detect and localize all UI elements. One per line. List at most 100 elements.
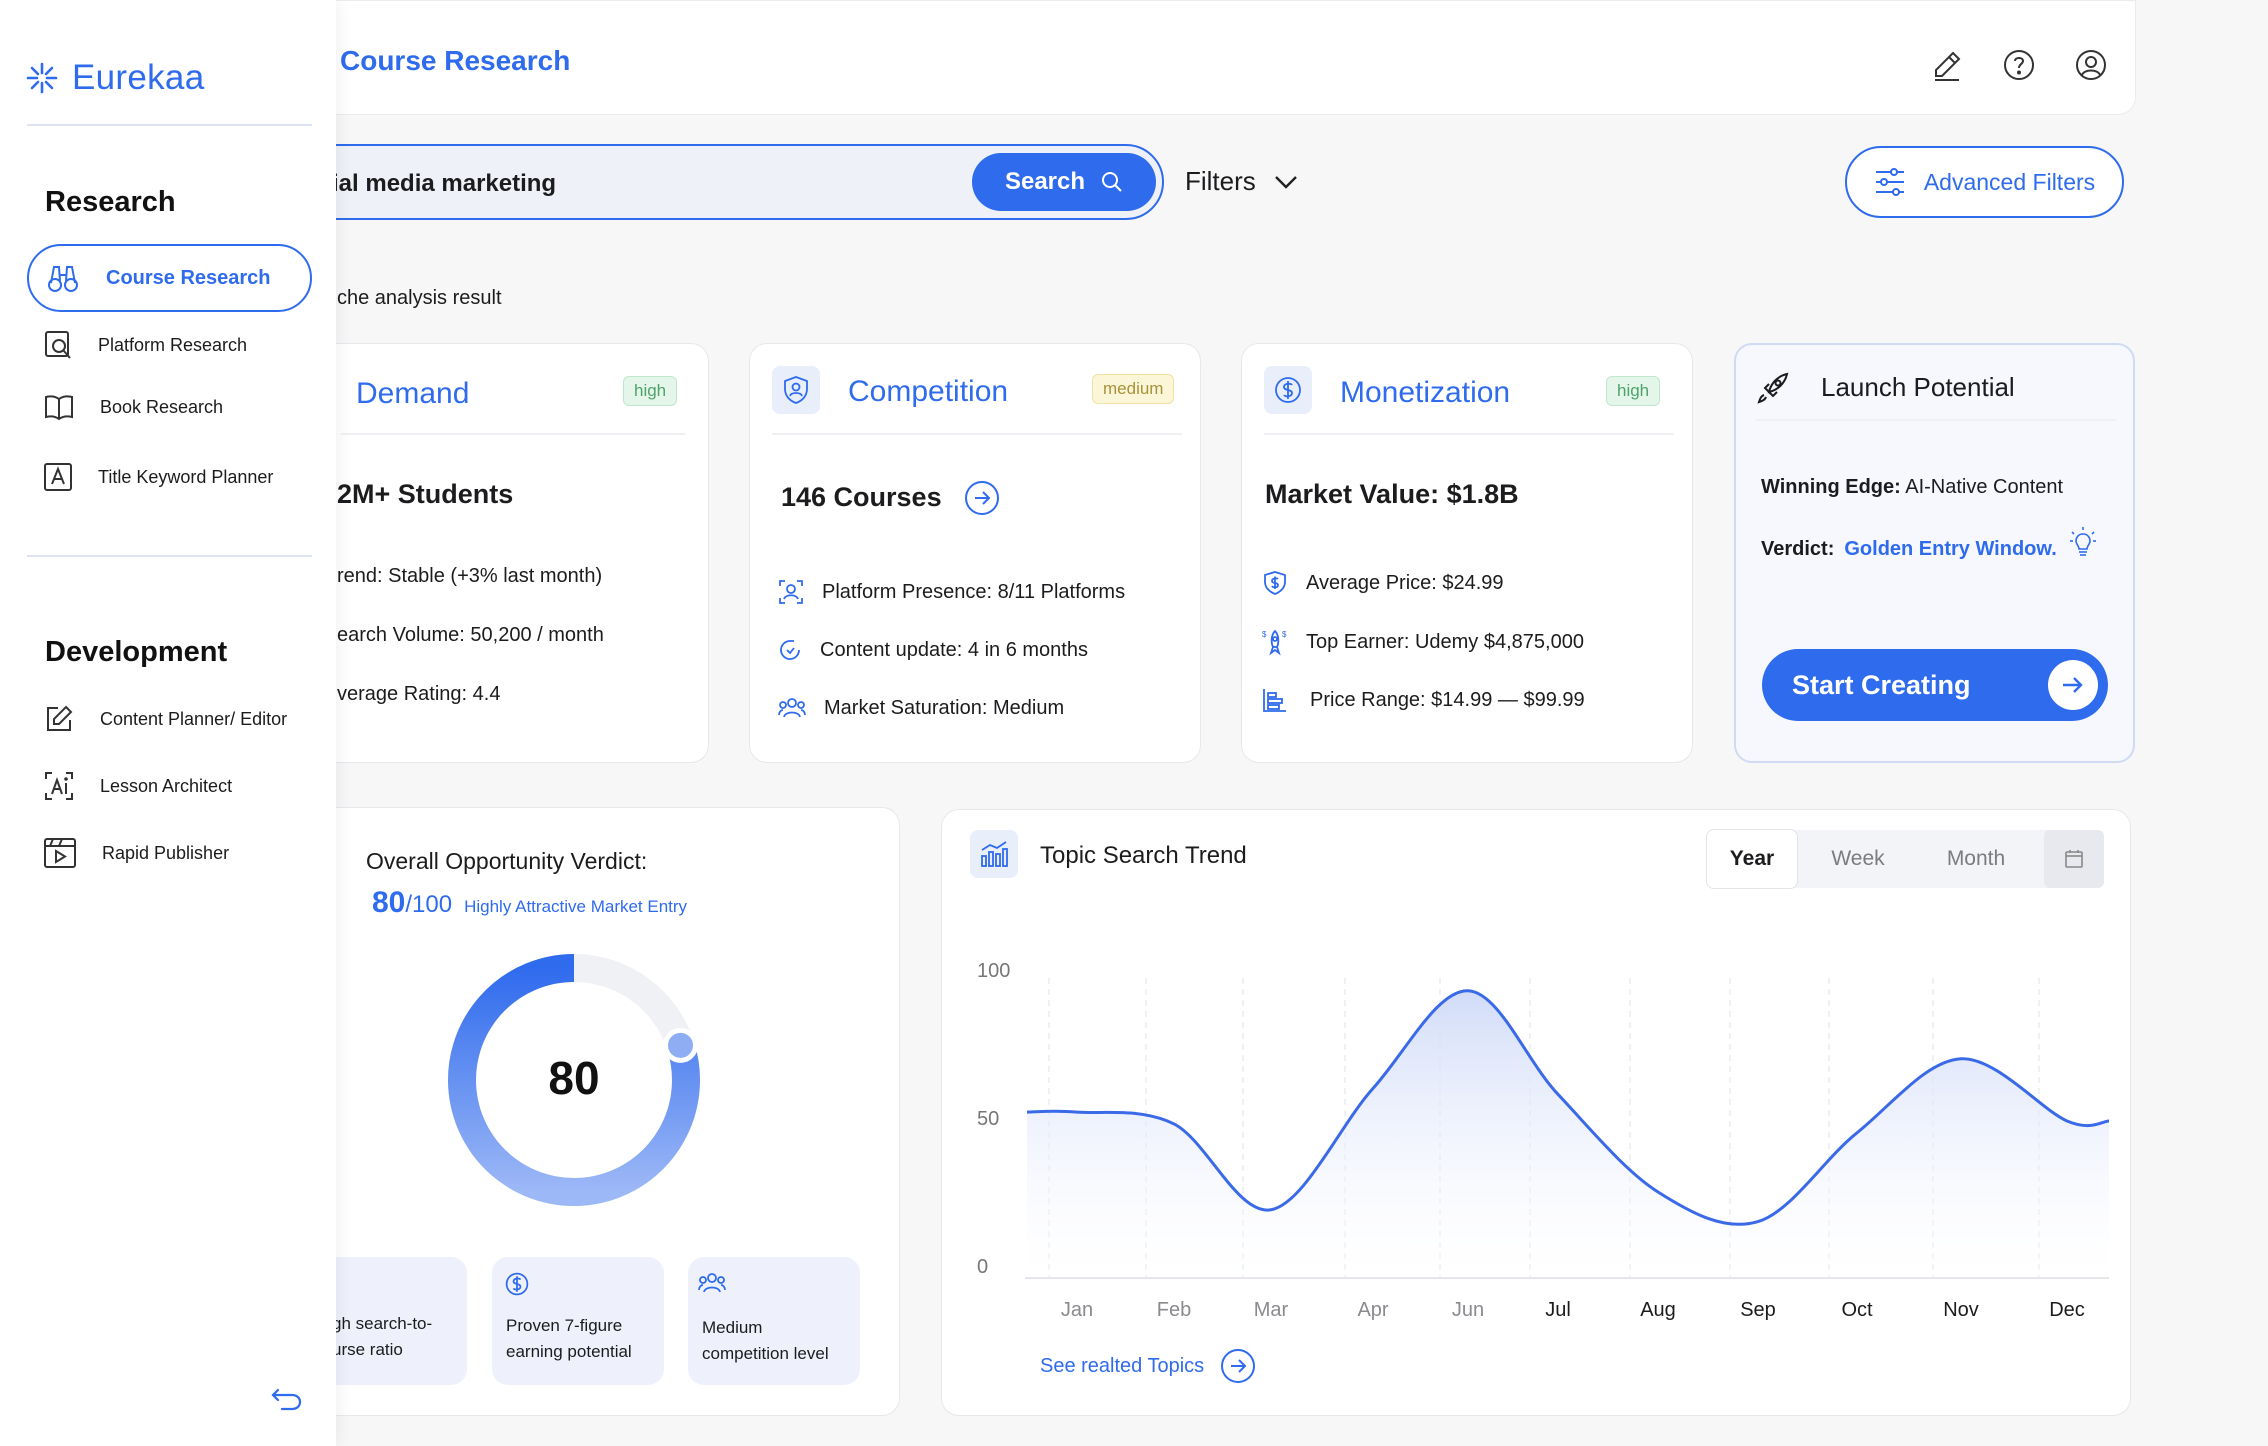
sidebar-item-label: Platform Research: [98, 334, 248, 355]
sidebar-item-label: Lesson Architect: [100, 775, 233, 796]
sidebar-divider: [27, 555, 312, 557]
shield-user-icon: [784, 376, 808, 404]
card-line: Market Saturation: Medium: [778, 696, 1064, 720]
launch-potential-card: Launch Potential Winning Edge: AI-Native…: [1734, 343, 2135, 763]
sidebar-item-label: Course Research: [106, 266, 271, 289]
mini-card-text: Proven 7-figure earning potential: [506, 1313, 632, 1364]
filters-dropdown[interactable]: Filters: [1185, 166, 1298, 197]
card-divider: [1756, 419, 2116, 421]
y-tick-label: 0: [977, 1256, 988, 1278]
card-main-value: 2M+ Students: [337, 479, 514, 509]
svg-text:$: $: [1262, 630, 1267, 639]
x-tick-label: Jan: [1061, 1299, 1093, 1320]
shield-dollar-icon: [1264, 571, 1286, 595]
start-creating-button[interactable]: Start Creating: [1762, 649, 2108, 721]
sidebar-item-label: Title Keyword Planner: [98, 466, 274, 487]
start-creating-label: Start Creating: [1792, 669, 1971, 700]
mini-text-line: urse ratio: [332, 1339, 403, 1359]
x-tick-label: Jul: [1545, 1299, 1571, 1320]
search-input[interactable]: ial media marketing Search: [300, 144, 1164, 220]
verdict-row: Verdict: Golden Entry Window.: [1761, 526, 2097, 561]
y-tick-label: 50: [977, 1108, 999, 1130]
x-tick-label: Nov: [1943, 1299, 1979, 1320]
page-title: Course Research: [340, 45, 571, 76]
winning-edge-row: Winning Edge: AI-Native Content: [1761, 476, 2063, 499]
card-line-text: Market Saturation: Medium: [824, 696, 1065, 719]
mini-text-line: Medium: [702, 1318, 763, 1337]
mini-text-line: earning potential: [506, 1341, 632, 1361]
card-main-value: Market Value: $1.8B: [1265, 479, 1519, 509]
sidebar: Eurekaa Research Course Research Platfor…: [0, 0, 336, 1446]
card-line-text: Top Earner: Udemy $4,875,000: [1306, 630, 1584, 653]
tab-month[interactable]: Month: [1946, 847, 2006, 870]
gauge-score-text: 80: [548, 1052, 599, 1104]
chart-tile: [970, 830, 1018, 878]
help-icon[interactable]: [2003, 49, 2035, 81]
magnifier-page-icon: [45, 331, 71, 359]
calendar-button[interactable]: [2044, 830, 2104, 888]
advanced-filters-button[interactable]: Advanced Filters: [1845, 146, 2124, 218]
sidebar-item-title-keyword-planner[interactable]: Title Keyword Planner: [44, 457, 273, 497]
calendar-icon: [2065, 850, 2083, 868]
video-icon: [44, 838, 76, 868]
rocket-icon: [1757, 372, 1789, 404]
shield-tile: [772, 366, 820, 414]
mini-card-text: gh search-to- urse ratio: [332, 1311, 432, 1362]
y-axis: 0 50 100: [977, 960, 1010, 1278]
lightbulb-icon: [2069, 526, 2096, 556]
card-title: Demand: [356, 377, 470, 410]
winning-edge-value: AI-Native Content: [1905, 476, 2064, 498]
verdict-label: Verdict:: [1761, 538, 1835, 560]
card-line: $ $ Top Earner: Udemy $4,875,000: [1262, 628, 1584, 656]
pen-icon[interactable]: [1931, 49, 1963, 81]
card-line: Average Price: $24.99: [1262, 570, 1504, 596]
status-badge: high: [623, 376, 678, 406]
x-tick-label: Dec: [2049, 1299, 2085, 1320]
undo-arrow-icon[interactable]: [270, 1386, 304, 1412]
users-icon: [698, 1273, 726, 1293]
section-title-research: Research: [45, 186, 176, 218]
card-line: earch Volume: 50,200 / month: [337, 624, 604, 646]
svg-text:$: $: [1282, 630, 1287, 639]
sidebar-item-lesson-architect[interactable]: Lesson Architect: [44, 766, 232, 806]
sidebar-item-course-research[interactable]: Course Research: [27, 244, 312, 312]
tab-week[interactable]: Week: [1831, 847, 1885, 870]
see-related-topics-link[interactable]: See realted Topics: [1040, 1348, 1256, 1384]
x-tick-label: Mar: [1254, 1299, 1289, 1320]
card-line: Platform Presence: 8/11 Platforms: [778, 579, 1125, 605]
logo[interactable]: Eurekaa: [26, 58, 204, 98]
x-axis: Jan Feb Mar Apr Jun Jul Aug Sep Oct Nov Dec: [1061, 1299, 2085, 1320]
status-badge: medium: [1092, 374, 1175, 404]
sidebar-item-content-planner[interactable]: Content Planner/ Editor: [44, 699, 287, 739]
arrow-right-circle-icon[interactable]: [964, 480, 1000, 516]
edit-icon: [47, 705, 73, 731]
demand-card: Demand high 2M+ Students rend: Stable (+…: [300, 343, 709, 763]
search-input-value[interactable]: ial media marketing: [332, 170, 557, 197]
book-icon: [45, 395, 73, 421]
sidebar-item-rapid-publisher[interactable]: Rapid Publisher: [44, 833, 229, 873]
arrow-right-circle: [2048, 660, 2098, 710]
score-total: /100: [405, 891, 453, 918]
ai-icon: [45, 772, 73, 800]
score-line: 80/100 Highly Attractive Market Entry: [372, 886, 687, 920]
sidebar-item-label: Book Research: [100, 396, 224, 417]
trend-line: [1026, 989, 2110, 1226]
sidebar-item-label: Content Planner/ Editor: [100, 708, 288, 729]
card-title: Competition: [848, 375, 1009, 408]
dollar-circle-icon: [505, 1272, 529, 1296]
bar-chart-icon: [981, 841, 1008, 867]
mini-card-earning: Proven 7-figure earning potential: [492, 1257, 664, 1385]
card-line-text: Price Range: $14.99 — $99.99: [1310, 688, 1585, 711]
tab-year[interactable]: Year: [1706, 829, 1798, 889]
sidebar-item-book-research[interactable]: Book Research: [44, 387, 223, 427]
x-tick-label: Aug: [1640, 1299, 1676, 1320]
sidebar-item-label: Rapid Publisher: [102, 842, 230, 863]
search-button[interactable]: Search: [972, 153, 1156, 211]
mini-text-line: Proven 7-figure: [506, 1316, 623, 1335]
card-line-text: Content update: 4 in 6 months: [820, 638, 1088, 661]
mini-card-text: Medium competition level: [702, 1315, 829, 1366]
trend-title: Topic Search Trend: [1040, 842, 1247, 869]
user-profile-icon[interactable]: [2075, 49, 2107, 81]
sidebar-item-platform-research[interactable]: Platform Research: [44, 325, 247, 365]
card-line-text: Average Price: $24.99: [1306, 571, 1504, 594]
